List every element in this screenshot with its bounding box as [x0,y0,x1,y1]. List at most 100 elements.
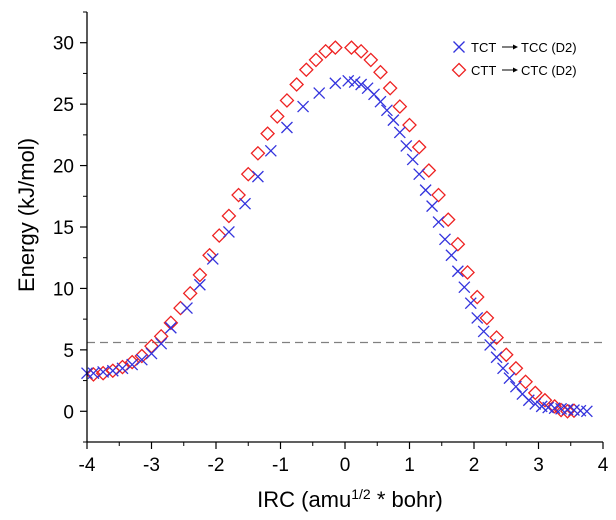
legend-label-to-1: TCC (D2) [521,40,577,55]
legend: TCT TCC (D2) CTT CTC (D2) [451,40,577,78]
data-point-diamond [402,117,417,133]
data-point-diamond [498,347,514,363]
data-point-x [484,338,497,351]
data-point-x [135,353,148,366]
data-point-diamond [450,236,466,252]
x-tick-label: 0 [340,455,351,476]
y-tick-label: 15 [53,218,74,239]
data-point-x [471,311,484,324]
data-point-diamond [163,315,179,331]
y-tick-label: 20 [53,157,74,178]
data-point-x [313,87,326,100]
data-point-x [164,321,177,334]
y-tick-label: 25 [53,95,74,116]
series-1 [81,74,593,418]
arrow-icon [502,44,518,50]
data-point-diamond [144,338,159,354]
x-tick-label: 2 [469,455,480,476]
data-point-x [400,139,413,152]
data-point-diamond [279,93,295,108]
y-tick-label: 10 [53,279,74,300]
data-point-x [413,168,426,181]
data-point-diamond [182,285,198,301]
data-point-diamond [211,228,227,244]
data-point-x [193,278,206,291]
data-point-diamond [527,385,543,401]
data-point-diamond [489,330,504,345]
legend-entry-1: TCT TCC (D2) [453,40,577,55]
legend-label-to-2: CTC (D2) [521,63,577,78]
data-point-x [368,88,380,101]
data-point-diamond [327,40,343,56]
data-point-diamond [560,403,575,419]
data-point-x [522,394,535,407]
data-point-x [464,297,477,310]
data-point-x [280,121,293,134]
data-point-x [155,337,168,350]
data-point-diamond [269,109,285,124]
data-point-diamond [440,212,456,228]
data-point-diamond [353,43,369,59]
data-point-diamond [250,145,266,161]
data-point-x [451,265,464,278]
data-point-diamond [221,208,237,224]
data-point-x [355,78,368,91]
x-tick-label: 3 [533,455,544,476]
data-point-diamond [363,52,379,68]
data-point-diamond [173,300,188,316]
legend-marker-x [453,41,465,53]
data-point-diamond [260,126,276,142]
data-point-diamond [153,328,169,344]
data-point-diamond [382,80,398,96]
y-tick-label: 0 [63,402,74,423]
data-point-diamond [392,99,408,115]
data-point-x [87,367,100,380]
data-point-x [297,100,310,113]
data-point-x [580,405,593,418]
data-point-x [432,216,445,229]
data-point-x [393,126,406,139]
arrow-icon [502,67,518,73]
data-point-x [97,366,110,378]
x-tick-label: -4 [79,455,96,476]
data-point-x [503,372,516,385]
legend-label-from-2: CTT [471,63,496,78]
x-axis-title: IRC (amu1/2 * bohr) [257,486,443,512]
data-point-x [126,358,139,371]
x-tick-label: -2 [208,455,225,476]
data-point-x [348,76,361,88]
data-point-diamond [373,64,388,80]
data-point-x [239,197,251,210]
data-point-x [251,170,264,183]
data-point-diamond [411,139,427,155]
data-point-diamond [479,310,495,326]
y-axis-title: Energy (kJ/mol) [14,138,39,292]
data-point-diamond [344,40,359,56]
data-point-x [497,362,509,375]
data-point-diamond [192,267,208,283]
data-point-diamond [231,187,246,203]
data-point-x [145,347,158,360]
data-point-diamond [469,289,485,305]
y-tick-label: 5 [63,341,74,362]
data-point-x [106,364,119,377]
legend-marker-diamond [451,62,467,78]
data-point-x [477,325,490,338]
x-tick-label: 1 [404,455,415,476]
data-point-diamond [308,52,324,68]
legend-entry-2: CTT CTC (D2) [451,62,577,78]
legend-label-from-1: TCT [471,40,496,55]
data-point-diamond [431,187,446,203]
data-point-x [264,144,277,157]
x-tick-label: 4 [598,455,609,476]
data-point-diamond [289,77,305,92]
data-point-x [529,397,542,410]
data-point-x [490,351,503,364]
data-point-x [458,281,471,294]
data-point-diamond [115,359,130,375]
x-tick-label: -3 [143,455,160,476]
data-point-x [329,77,342,90]
data-point-x [374,95,387,108]
